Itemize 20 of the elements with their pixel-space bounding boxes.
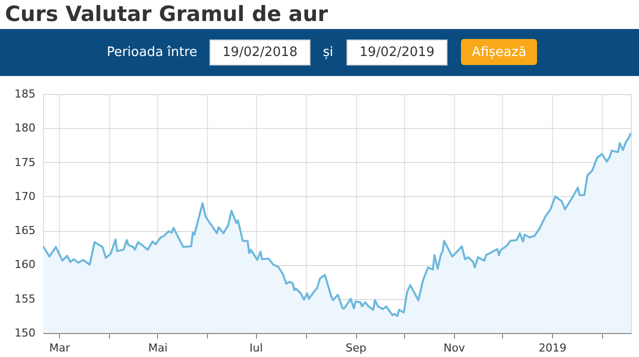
- text: 19/02/2019: [360, 45, 434, 60]
- text: Afișează: [472, 45, 526, 60]
- x-tick-label: Sep: [346, 342, 366, 354]
- x-tick-label: Mar: [49, 342, 70, 354]
- text: și: [322, 45, 334, 60]
- text: Perioada între: [106, 45, 198, 60]
- chart-title: Curs Valutar Gramul de aur: [5, 2, 329, 26]
- y-tick-label: 150: [14, 326, 36, 340]
- x-tick-label: Iul: [250, 342, 263, 354]
- y-tick-label: 175: [14, 156, 36, 169]
- y-tick-label: 155: [14, 292, 36, 306]
- y-tick-label: 185: [14, 88, 36, 100]
- y-tick-label: 180: [14, 122, 36, 135]
- x-tick-label: 2019: [538, 342, 567, 354]
- y-tick-label: 160: [14, 258, 36, 272]
- y-tick-label: 165: [14, 224, 36, 238]
- y-tick-label: 170: [14, 190, 36, 203]
- x-tick-label: Nov: [444, 342, 466, 354]
- x-tick-label: Mai: [148, 342, 168, 354]
- text: 19/02/2018: [222, 45, 298, 60]
